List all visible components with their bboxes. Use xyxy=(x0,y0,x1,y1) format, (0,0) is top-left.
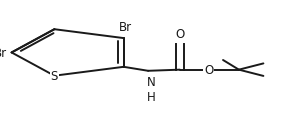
Text: Br: Br xyxy=(118,21,132,34)
Text: N
H: N H xyxy=(147,76,156,104)
Text: O: O xyxy=(204,64,213,76)
Text: S: S xyxy=(51,70,58,82)
Text: Br: Br xyxy=(0,47,7,59)
Text: O: O xyxy=(175,28,184,41)
